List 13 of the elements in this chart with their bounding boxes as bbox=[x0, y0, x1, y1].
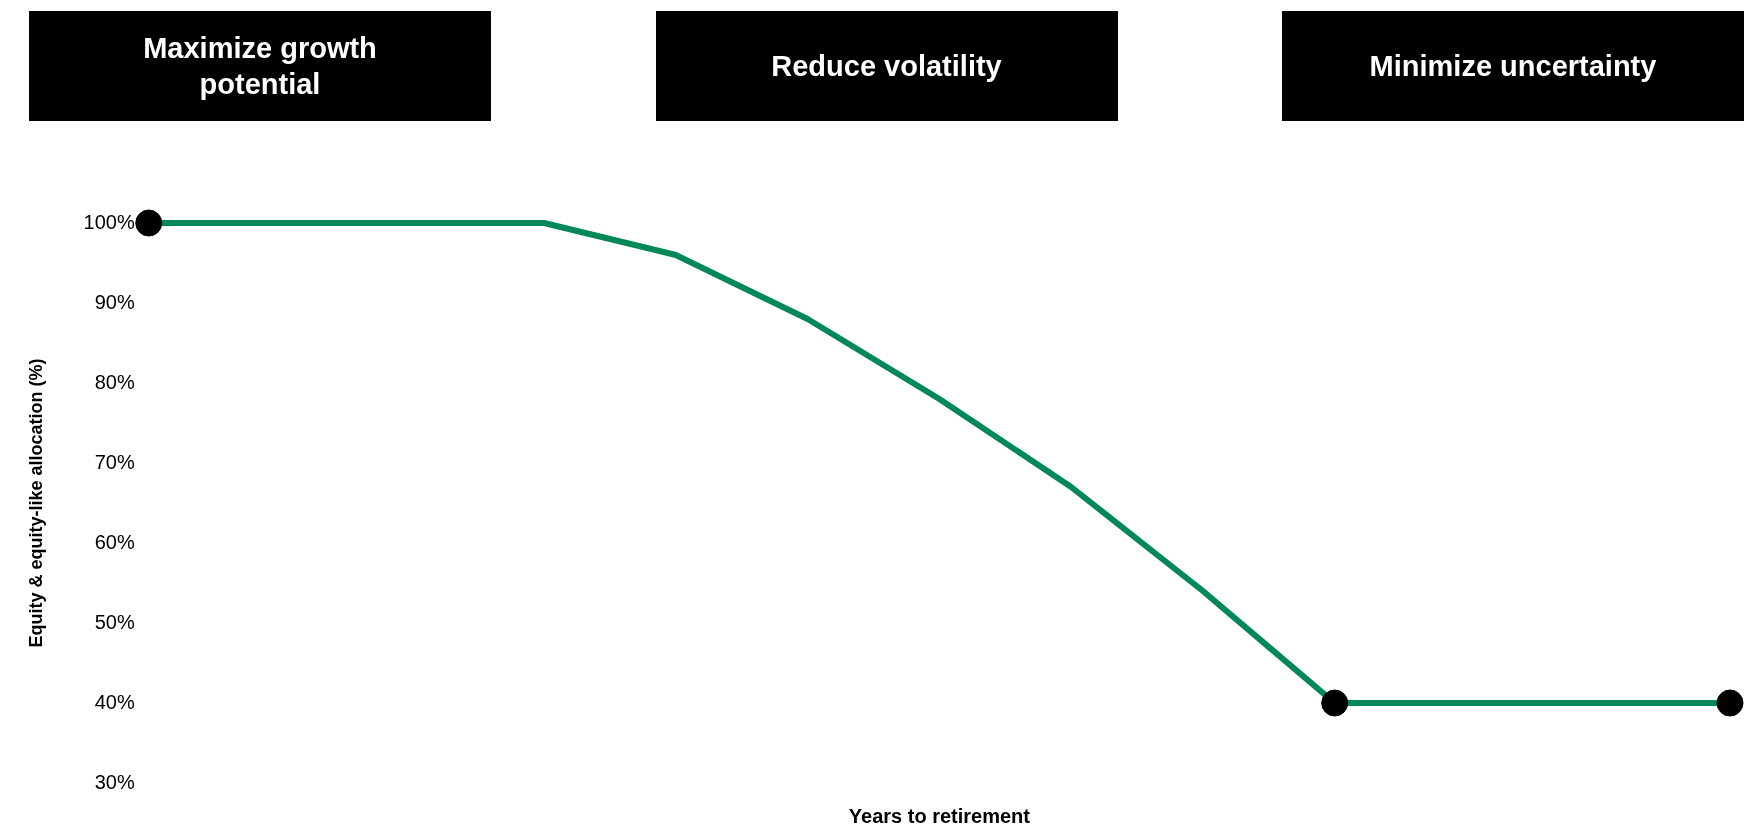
y-tick-label: 100% bbox=[83, 210, 135, 233]
y-tick-label: 40% bbox=[94, 690, 135, 713]
y-tick-label: 50% bbox=[94, 610, 135, 633]
y-tick-label: 60% bbox=[94, 530, 135, 553]
y-tick-label: 30% bbox=[94, 770, 135, 793]
text: Maximize growth potential bbox=[29, 11, 491, 121]
y-tick-label: 80% bbox=[94, 370, 135, 393]
x-axis-title: Years to retirement bbox=[848, 804, 1031, 827]
text: Minimize uncertainty bbox=[1282, 11, 1744, 121]
text: Reduce volatility bbox=[655, 11, 1118, 121]
y-tick-label: 90% bbox=[94, 290, 135, 313]
y-tick-label: 70% bbox=[94, 450, 135, 473]
y-axis-title: Equity & equity-like allocation (%) bbox=[25, 358, 46, 648]
